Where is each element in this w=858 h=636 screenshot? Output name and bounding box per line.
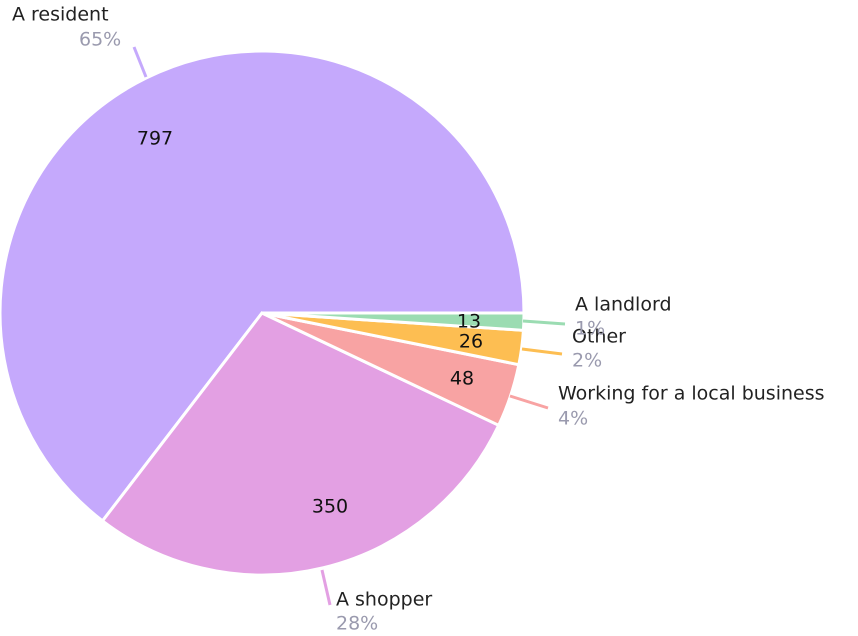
leader-line xyxy=(320,569,332,606)
slice-percent: 1% xyxy=(575,318,605,340)
leader-line xyxy=(132,46,148,78)
slice-name: Other xyxy=(572,326,626,348)
value-label: 48 xyxy=(450,368,474,390)
value-label: 797 xyxy=(137,128,173,150)
slice-percent: 65% xyxy=(79,29,121,51)
slice-name: Working for a local business xyxy=(558,383,825,405)
slice-name: A landlord xyxy=(575,294,672,316)
slice-percent: 28% xyxy=(336,613,378,635)
slice-percent: 4% xyxy=(558,408,588,430)
pie-slice xyxy=(0,49,526,523)
value-label: 350 xyxy=(312,496,348,518)
leader-line xyxy=(521,347,563,356)
value-label: 13 xyxy=(457,311,481,333)
leader-line xyxy=(522,319,566,326)
slice-percent: 2% xyxy=(572,350,602,372)
leader-line xyxy=(509,394,549,410)
value-label: 26 xyxy=(459,331,483,353)
slice-name: A shopper xyxy=(336,589,432,611)
slice-name: A resident xyxy=(12,4,109,26)
